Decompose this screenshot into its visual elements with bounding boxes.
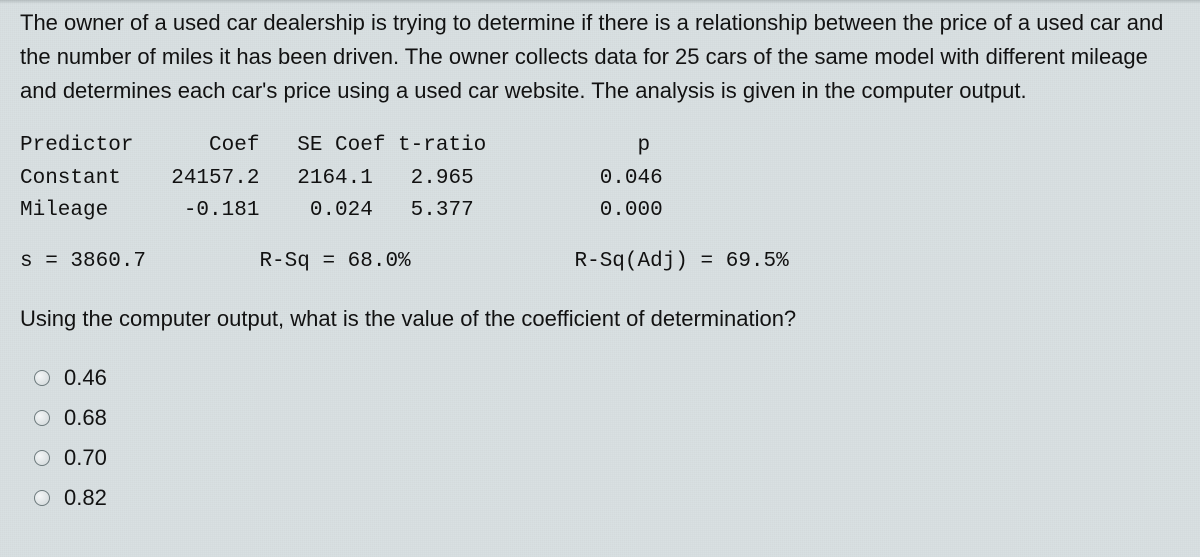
regression-header-row: Predictor Coef SE Coef t-ratio p: [20, 134, 650, 157]
problem-line-2: the number of miles it has been driven. …: [20, 44, 1148, 69]
problem-line-3: and determines each car's price using a …: [20, 78, 1027, 103]
radio-icon: [34, 490, 50, 506]
option-label: 0.82: [64, 485, 107, 511]
option-label: 0.70: [64, 445, 107, 471]
question-block: The owner of a used car dealership is tr…: [0, 0, 1200, 511]
option-a[interactable]: 0.46: [34, 365, 1180, 391]
regression-row-mileage: Mileage -0.181 0.024 5.377 0.000: [20, 199, 663, 222]
question-text: Using the computer output, what is the v…: [20, 302, 1180, 335]
problem-line-1: The owner of a used car dealership is tr…: [20, 10, 1163, 35]
regression-summary-line: s = 3860.7 R-Sq = 68.0% R-Sq(Adj) = 69.5…: [20, 246, 1180, 279]
option-d[interactable]: 0.82: [34, 485, 1180, 511]
radio-icon: [34, 410, 50, 426]
option-b[interactable]: 0.68: [34, 405, 1180, 431]
regression-table: Predictor Coef SE Coef t-ratio p Constan…: [20, 130, 1180, 228]
option-c[interactable]: 0.70: [34, 445, 1180, 471]
problem-statement: The owner of a used car dealership is tr…: [20, 6, 1180, 108]
regression-row-constant: Constant 24157.2 2164.1 2.965 0.046: [20, 167, 663, 190]
radio-icon: [34, 450, 50, 466]
option-label: 0.46: [64, 365, 107, 391]
radio-icon: [34, 370, 50, 386]
option-label: 0.68: [64, 405, 107, 431]
answer-options: 0.46 0.68 0.70 0.82: [20, 365, 1180, 511]
